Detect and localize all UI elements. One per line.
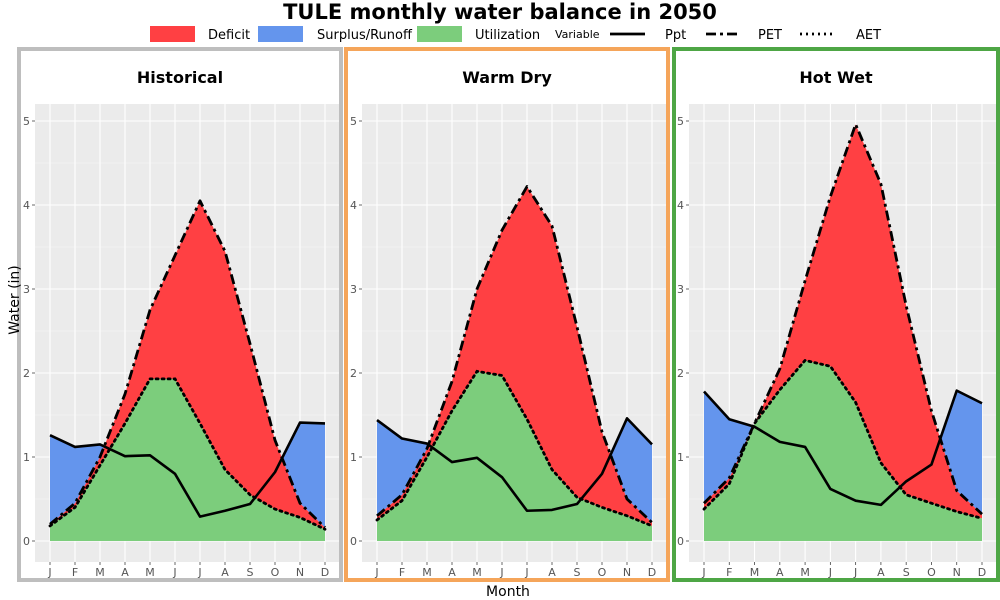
legend-label-0: Deficit <box>208 28 250 43</box>
y-tick-label: 2 <box>677 367 684 380</box>
legend-swatch-0 <box>150 26 195 42</box>
legend-line-label-1: PET <box>758 28 782 43</box>
y-tick-label: 5 <box>677 115 684 128</box>
x-tick-label: J <box>828 566 832 579</box>
y-tick-label: 0 <box>350 535 357 548</box>
surplus-area <box>50 435 105 525</box>
x-tick-label: M <box>800 566 810 579</box>
x-tick-label: F <box>399 566 405 579</box>
x-tick-label: O <box>927 566 936 579</box>
panel-frame <box>17 47 343 582</box>
x-tick-label: J <box>524 566 528 579</box>
x-tick-label: O <box>271 566 280 579</box>
x-tick-label: A <box>121 566 129 579</box>
x-tick-label: D <box>321 566 329 579</box>
pet-line <box>49 199 326 529</box>
x-tick-label: J <box>172 566 176 579</box>
chart-title: TULE monthly water balance in 2050 <box>283 0 717 24</box>
deficit-area <box>704 124 982 519</box>
x-tick-label: M <box>145 566 155 579</box>
x-tick-label: F <box>726 566 732 579</box>
ppt-line <box>49 421 326 518</box>
x-tick-label: A <box>448 566 456 579</box>
panel-title: Warm Dry <box>462 68 552 87</box>
y-tick-label: 1 <box>23 451 30 464</box>
surplus-area <box>610 418 652 523</box>
legend-line-label-0: Ppt <box>665 28 686 43</box>
x-tick-label: D <box>978 566 986 579</box>
x-axis-title: Month <box>486 584 530 600</box>
ppt-line <box>703 389 983 507</box>
legend-title: Variable <box>555 28 600 41</box>
y-tick-label: 4 <box>677 199 684 212</box>
y-tick-label: 3 <box>677 283 684 296</box>
x-tick-label: A <box>877 566 885 579</box>
x-tick-label: N <box>953 566 961 579</box>
y-tick-label: 4 <box>350 199 357 212</box>
aet-line <box>375 369 654 528</box>
x-tick-label: J <box>499 566 503 579</box>
x-tick-label: A <box>221 566 229 579</box>
legend: Deficit Surplus/Runoff Utilization Variable… <box>150 26 881 43</box>
x-tick-label: D <box>648 566 656 579</box>
x-tick-label: A <box>548 566 556 579</box>
x-tick-label: J <box>701 566 705 579</box>
ppt-line <box>376 417 653 513</box>
y-tick-label: 5 <box>350 115 357 128</box>
y-tick-label: 1 <box>677 451 684 464</box>
x-tick-label: A <box>776 566 784 579</box>
y-tick-label: 2 <box>350 367 357 380</box>
pet-line <box>376 185 653 524</box>
panel-title: Hot Wet <box>799 68 873 87</box>
y-tick-label: 2 <box>23 367 30 380</box>
utilization-area <box>50 378 325 541</box>
panel-frame <box>672 47 1000 582</box>
surplus-area <box>704 391 754 504</box>
aet-line <box>702 358 984 520</box>
x-tick-label: S <box>574 566 581 579</box>
utilization-area <box>377 371 652 541</box>
legend-swatch-2 <box>417 26 462 42</box>
x-tick-label: J <box>197 566 201 579</box>
y-tick-label: 0 <box>23 535 30 548</box>
x-tick-label: N <box>623 566 631 579</box>
x-tick-label: J <box>47 566 51 579</box>
panel-1: 0 1 2 3 4 5 J F M A M J J A S O N D Warm Dry <box>344 47 670 582</box>
panel-2: 0 1 2 3 4 5 J F M A M J J A S O N D Hot Wet <box>672 47 1000 582</box>
y-tick-label: 3 <box>23 283 30 296</box>
legend-swatch-1 <box>258 26 303 42</box>
x-tick-label: S <box>247 566 254 579</box>
panel-frame <box>344 47 670 582</box>
y-tick-label: 4 <box>23 199 30 212</box>
aet-line <box>48 377 327 531</box>
y-tick-label: 1 <box>350 451 357 464</box>
x-tick-label: O <box>598 566 607 579</box>
x-tick-label: J <box>374 566 378 579</box>
panel-0: 0 1 2 3 4 5 J F M A M J J A S O N D Historical <box>17 47 343 582</box>
legend-line-label-2: AET <box>856 28 881 43</box>
x-tick-label: J <box>853 566 857 579</box>
deficit-area <box>50 200 325 530</box>
utilization-area <box>704 360 982 541</box>
x-tick-label: S <box>903 566 910 579</box>
x-tick-label: M <box>472 566 482 579</box>
x-tick-label: M <box>422 566 432 579</box>
facet-panels: 0 1 2 3 4 5 J F M A M J J A S O N D Historical 0 1 2 3 4 5 J F M A M J… <box>17 47 1000 582</box>
y-axis-title: Water (in) <box>7 265 23 335</box>
surplus-area <box>377 420 429 516</box>
y-tick-label: 5 <box>23 115 30 128</box>
x-tick-label: M <box>95 566 105 579</box>
x-tick-label: F <box>72 566 78 579</box>
deficit-area <box>377 186 652 526</box>
legend-label-1: Surplus/Runoff <box>317 28 413 43</box>
panel-title: Historical <box>137 68 223 87</box>
x-tick-label: M <box>750 566 760 579</box>
x-tick-label: N <box>296 566 304 579</box>
surplus-area <box>940 390 982 515</box>
surplus-area <box>282 422 325 528</box>
legend-label-2: Utilization <box>475 28 540 43</box>
y-tick-label: 3 <box>350 283 357 296</box>
y-tick-label: 0 <box>677 535 684 548</box>
